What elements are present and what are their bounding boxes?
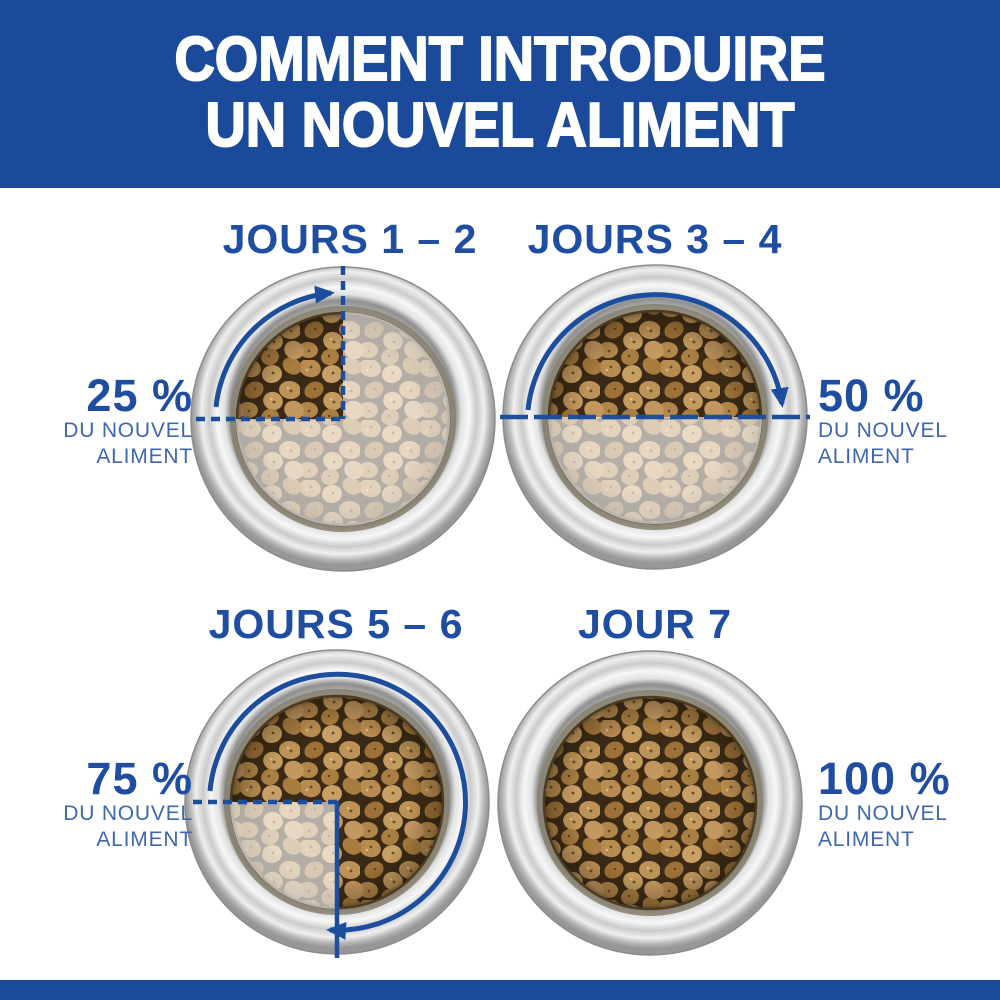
percent-label-25: 25 % DU NOUVEL ALIMENT — [20, 373, 193, 470]
panel-title-days-1-2: JOURS 1 – 2 — [222, 216, 478, 262]
progress-arc-25-icon — [213, 285, 335, 408]
header-title-line2: UN NOUVEL ALIMENT — [205, 91, 796, 160]
percent-sub-line1: DU NOUVEL — [818, 419, 948, 442]
bowl-days-3-4 — [500, 264, 810, 570]
percent-value: 25 % — [86, 370, 193, 421]
header-title-line1: COMMENT INTRODUIRE — [174, 25, 827, 94]
panel-title-day-7: JOUR 7 — [577, 601, 733, 647]
percent-label-100: 100 % DU NOUVEL ALIMENT — [818, 756, 994, 853]
percent-sub-line1: DU NOUVEL — [63, 419, 193, 442]
percent-sub-line2: ALIMENT — [818, 828, 915, 851]
bowl-day-7 — [497, 650, 803, 956]
percent-sub-line2: ALIMENT — [96, 445, 193, 468]
percent-value: 100 % — [818, 753, 951, 804]
bowl-days-5-6 — [184, 649, 490, 958]
panel-title-days-3-4: JOURS 3 – 4 — [527, 216, 783, 262]
percent-sub-line2: ALIMENT — [96, 828, 193, 851]
percent-sub-line2: ALIMENT — [818, 445, 915, 468]
percent-sub-line1: DU NOUVEL — [63, 802, 193, 825]
progress-arc-75-icon — [207, 671, 468, 940]
percent-label-50: 50 % DU NOUVEL ALIMENT — [818, 373, 994, 470]
percent-value: 50 % — [818, 370, 925, 421]
percent-value: 75 % — [86, 753, 193, 804]
percent-label-75: 75 % DU NOUVEL ALIMENT — [20, 756, 193, 853]
progress-arc-50-icon — [525, 292, 789, 411]
percent-sub-line1: DU NOUVEL — [818, 802, 948, 825]
bowl-days-1-2 — [190, 266, 496, 572]
footer-accent-bar — [0, 980, 1000, 1000]
header-banner: COMMENT INTRODUIRE UN NOUVEL ALIMENT — [0, 0, 1000, 188]
panel-title-days-5-6: JOURS 5 – 6 — [208, 601, 464, 647]
